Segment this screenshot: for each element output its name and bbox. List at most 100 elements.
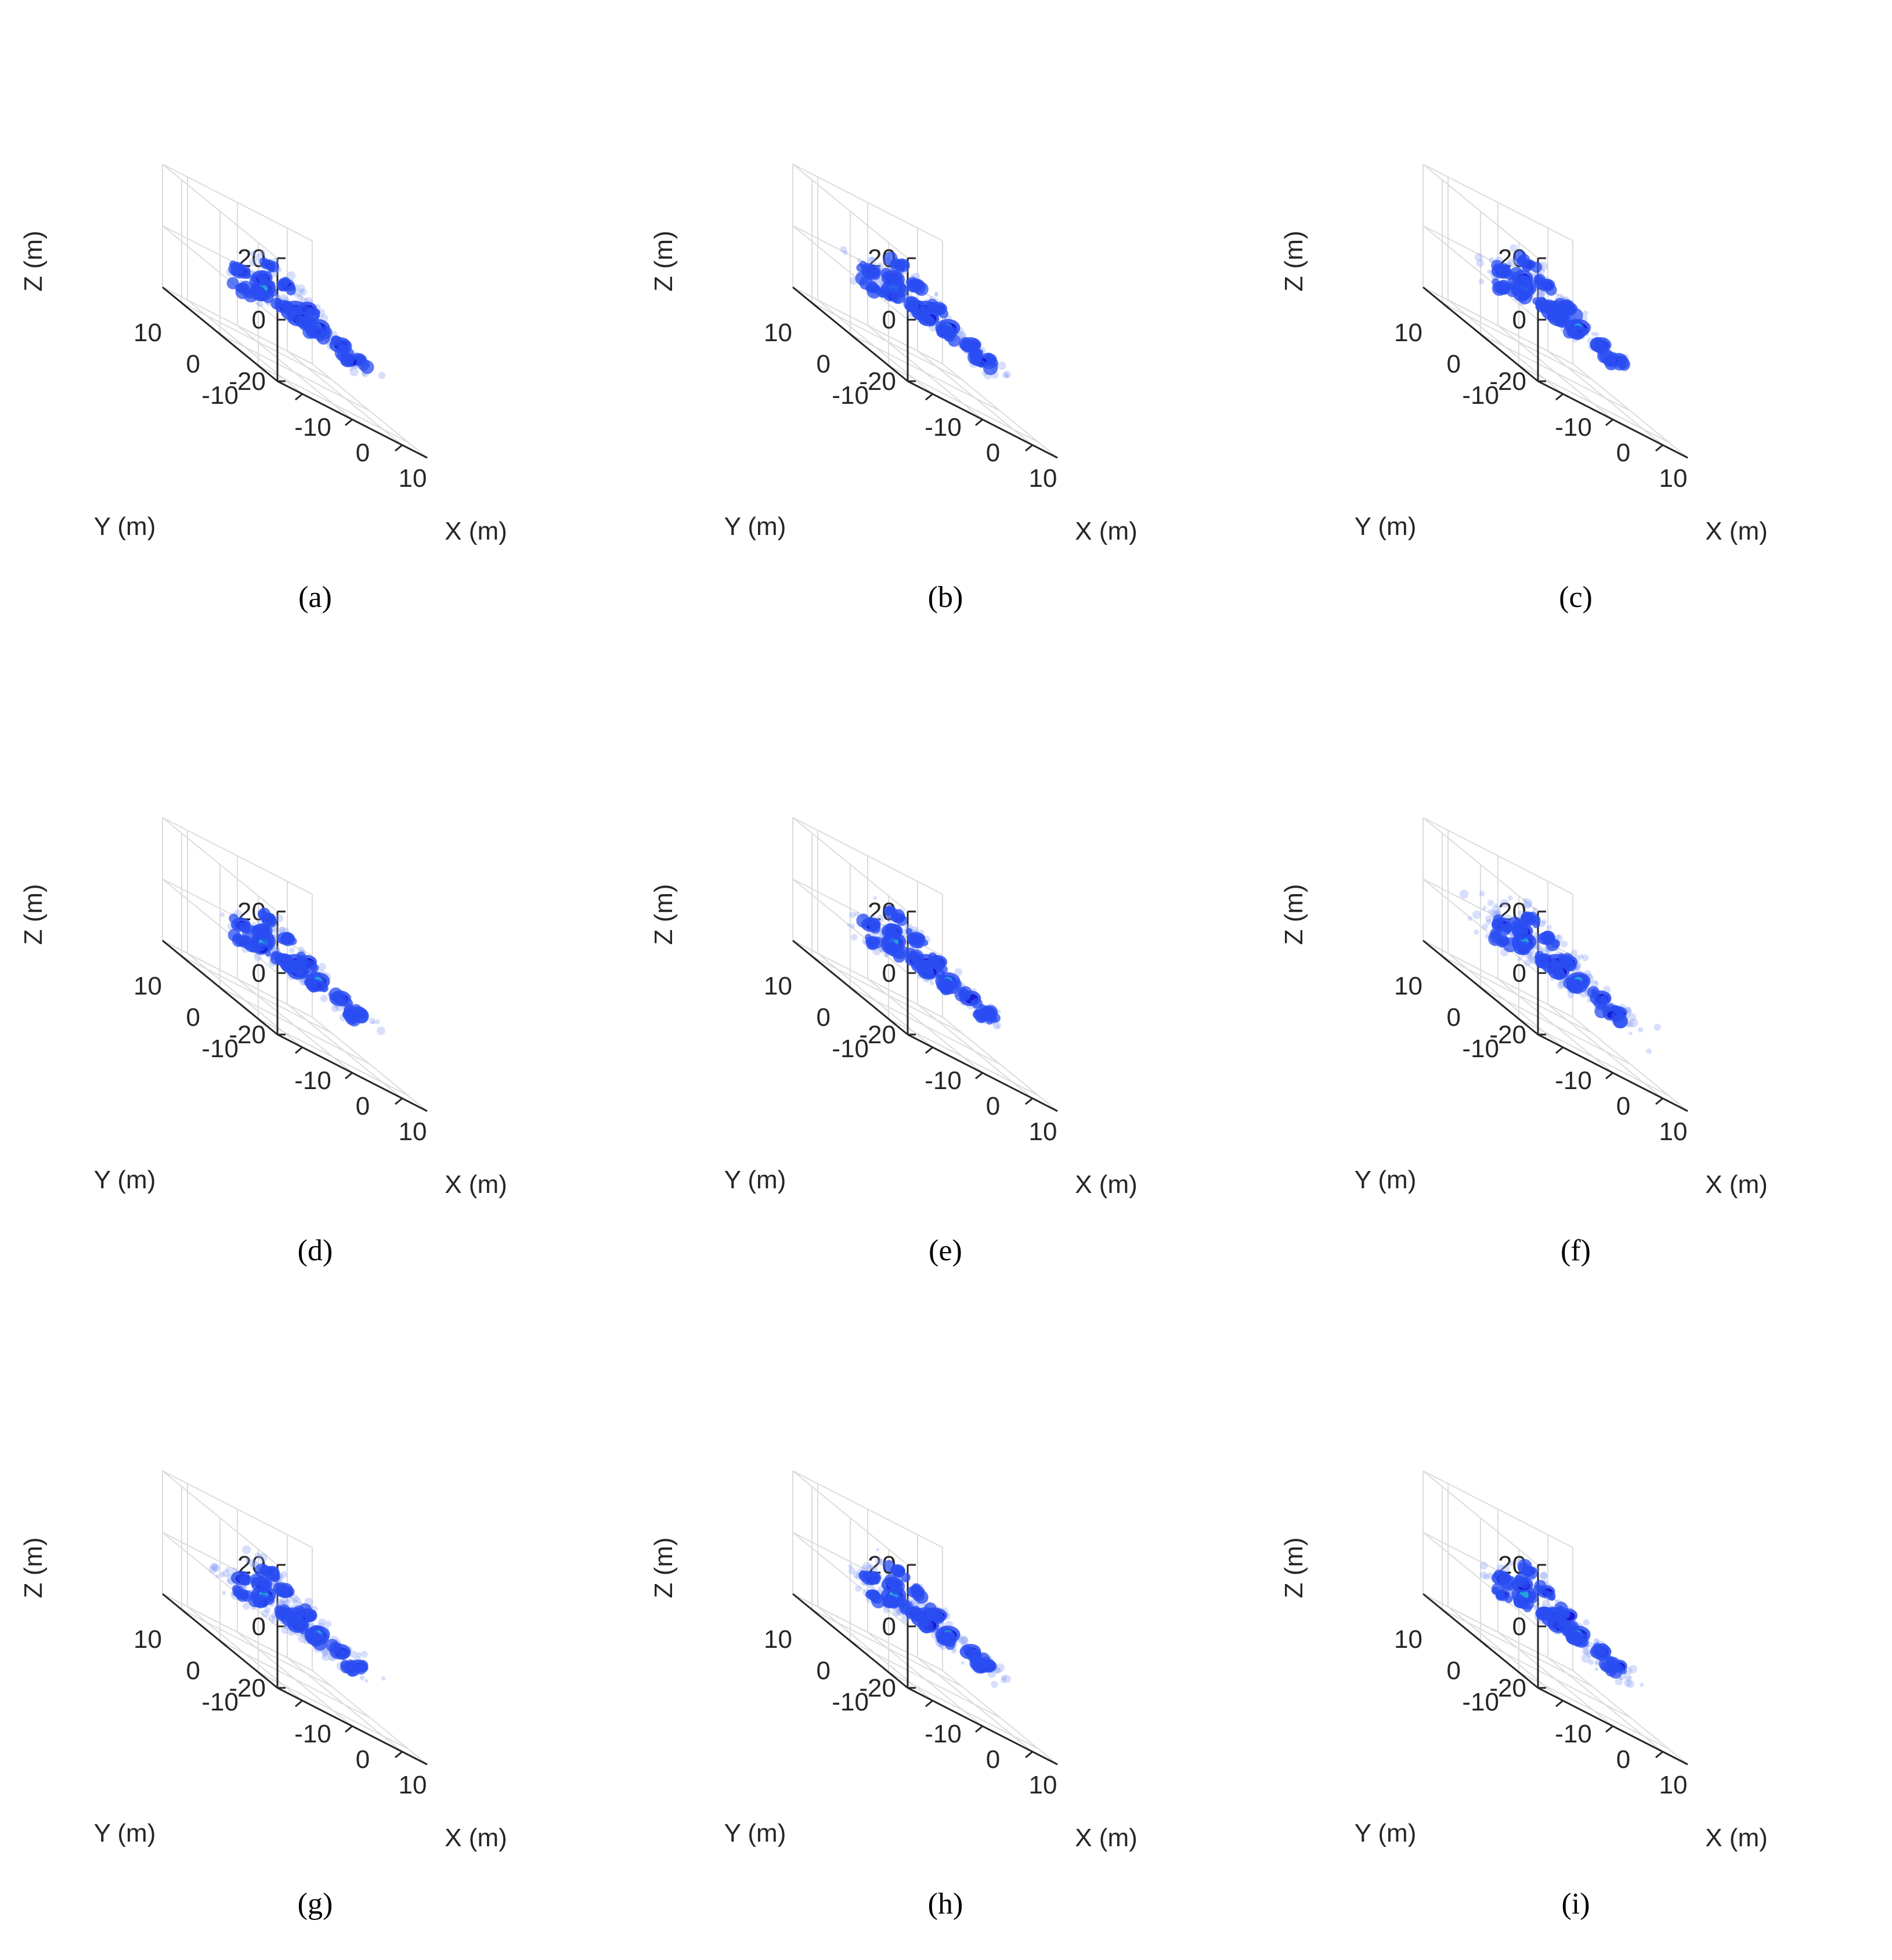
- z-tick-label: -20: [1489, 1021, 1526, 1049]
- scatter-point: [1493, 1570, 1505, 1581]
- scatter-point: [875, 1557, 883, 1565]
- scatter-point: [1507, 258, 1517, 267]
- x-axis-label: X (m): [445, 1170, 507, 1199]
- scatter-point: [866, 1564, 872, 1570]
- scatter-point: [333, 994, 342, 1003]
- x-tick-label: 10: [399, 1771, 427, 1799]
- x-tick: [975, 1072, 983, 1080]
- scatter-point: [1529, 1591, 1536, 1597]
- scatter-point: [256, 919, 262, 925]
- scatter-point: [890, 1566, 898, 1574]
- scatter-point: [1556, 1605, 1564, 1613]
- y-tick: [888, 1018, 896, 1026]
- scatter-point: [1514, 925, 1529, 941]
- scatter-point: [1646, 1048, 1652, 1054]
- grid-line: [258, 1018, 409, 1096]
- y-tick: [850, 986, 858, 995]
- scatter-point: [1597, 1646, 1605, 1654]
- scatter-point: [1615, 1677, 1623, 1686]
- scatter-point: [991, 1013, 1001, 1023]
- scatter-point: [238, 280, 253, 296]
- x-axis-label: X (m): [1075, 1170, 1138, 1199]
- scatter-point: [258, 302, 263, 308]
- scatter-point: [291, 1616, 303, 1628]
- scatter-point: [1500, 899, 1509, 908]
- scatter-point: [338, 1651, 348, 1661]
- scatter-point: [286, 271, 296, 281]
- scatter-point: [1486, 918, 1492, 925]
- scatter-point: [268, 1615, 275, 1621]
- x-tick: [295, 1699, 303, 1708]
- scatter-point: [1540, 1571, 1547, 1579]
- y-axis-label: Y (m): [1355, 512, 1417, 541]
- scatter-point: [349, 367, 359, 377]
- grid-lines: [1422, 1470, 1688, 1765]
- scatter-point: [343, 1008, 358, 1022]
- y-tick: [1518, 364, 1526, 373]
- y-tick-label: 0: [186, 1003, 200, 1032]
- scatter-point: [299, 979, 306, 986]
- scatter-point: [1523, 959, 1531, 967]
- x-tick: [1605, 418, 1613, 426]
- y-tick-label: -10: [201, 1035, 239, 1063]
- y-tick-label: 10: [1394, 319, 1422, 347]
- scatter-point: [1594, 981, 1598, 985]
- scatter-point: [1561, 1622, 1574, 1634]
- x-tick-label: -10: [1555, 1066, 1592, 1095]
- scatter-point: [901, 1572, 911, 1582]
- scatter-point: [340, 1659, 351, 1670]
- z-tick-label: 0: [252, 959, 266, 988]
- grid-line: [850, 334, 1001, 411]
- scatter-point: [286, 1598, 290, 1603]
- scatter-point: [226, 1574, 232, 1579]
- scatter-point: [876, 1547, 880, 1552]
- scatter-point: [1579, 954, 1584, 959]
- scatter-point: [959, 1636, 969, 1646]
- scatter-point: [267, 266, 275, 273]
- scatter-point: [381, 1676, 386, 1681]
- scatter-point: [289, 948, 295, 953]
- scatter-point: [1490, 928, 1501, 939]
- z-tick-label: -20: [859, 1021, 896, 1049]
- x-tick: [1655, 1751, 1663, 1759]
- grid-line: [162, 287, 313, 364]
- subplot-b: -20 0 20 -10 0 10 -10 0 10 Z (m) X (m) Y (m) (b): [630, 0, 1261, 653]
- scatter-point: [1001, 1675, 1007, 1681]
- scatter-point: [1593, 1637, 1599, 1644]
- grid-line: [1442, 302, 1593, 380]
- scatter-point: [1594, 1667, 1599, 1671]
- grid-line: [1518, 1018, 1669, 1096]
- scatter-point: [250, 1562, 255, 1567]
- scatter-point: [1539, 920, 1546, 928]
- x-tick-label: 0: [986, 1092, 1000, 1120]
- scatter-point: [1534, 954, 1541, 961]
- scatter-point: [884, 953, 889, 958]
- scatter-point: [970, 1657, 985, 1672]
- point-cloud: [1474, 244, 1631, 372]
- x-tick: [925, 1699, 933, 1708]
- x-axis-label: X (m): [1705, 517, 1768, 545]
- scatter-point: [1513, 1596, 1525, 1608]
- scatter-point: [249, 1559, 258, 1567]
- scatter-point: [254, 1552, 261, 1559]
- y-axis-label: Y (m): [724, 1819, 786, 1847]
- y-tick: [219, 1640, 228, 1648]
- y-axis-label: Y (m): [724, 1166, 786, 1194]
- scatter-point: [1467, 916, 1472, 921]
- scatter-point: [1533, 1604, 1539, 1609]
- scatter-point: [364, 1679, 369, 1683]
- scatter-point: [270, 1620, 275, 1624]
- scatter-point: [1547, 1614, 1562, 1630]
- scatter-point: [998, 361, 1006, 370]
- scatter-point: [1492, 914, 1504, 926]
- scatter-point: [1476, 259, 1485, 267]
- y-tick-label: -10: [1462, 381, 1499, 410]
- scatter-point: [279, 927, 286, 933]
- scatter-point: [900, 1600, 913, 1614]
- y-axis-label: Y (m): [1355, 1819, 1417, 1847]
- y-tick: [1480, 1640, 1488, 1648]
- scatter-point: [1587, 1641, 1594, 1648]
- scatter-point: [840, 246, 847, 253]
